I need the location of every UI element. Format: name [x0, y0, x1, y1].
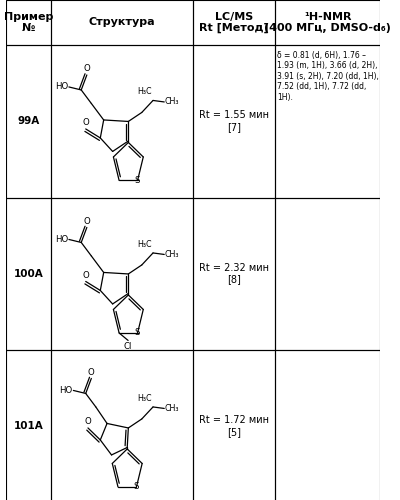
Text: δ = 0.81 (d, 6H), 1.76 –
1.93 (m, 1H), 3.66 (d, 2H),
3.91 (s, 2H), 7.20 (dd, 1H): δ = 0.81 (d, 6H), 1.76 – 1.93 (m, 1H), 3… [277, 51, 379, 102]
Text: Пример
№: Пример № [4, 12, 53, 34]
Text: CH₃: CH₃ [165, 98, 180, 106]
Bar [51, 198, 193, 350]
Bar [6, 45, 51, 198]
Bar [275, 45, 380, 198]
Text: LC/MS
Rt [Метод]: LC/MS Rt [Метод] [199, 12, 269, 34]
Bar [275, 0, 380, 45]
Text: H₃C: H₃C [137, 88, 152, 96]
Bar [51, 45, 193, 198]
Text: HO: HO [55, 235, 68, 244]
Text: O: O [82, 271, 89, 280]
Text: O: O [88, 368, 95, 377]
Text: H₃C: H₃C [137, 394, 152, 403]
Text: S: S [134, 482, 139, 492]
Bar [51, 0, 193, 45]
Text: O: O [84, 418, 91, 426]
Bar [6, 198, 51, 350]
Text: HO: HO [55, 82, 68, 92]
Bar [193, 0, 275, 45]
Text: Структура: Структура [89, 18, 155, 28]
Text: 100A: 100A [14, 269, 43, 279]
Text: Cl: Cl [124, 342, 132, 351]
Text: Rt = 1.72 мин
[5]: Rt = 1.72 мин [5] [199, 416, 269, 437]
Bar [193, 198, 275, 350]
Bar [193, 350, 275, 500]
Bar [51, 350, 193, 500]
Text: 99A: 99A [17, 116, 40, 126]
Text: CH₃: CH₃ [165, 250, 180, 259]
Text: O: O [84, 217, 90, 226]
Text: ¹H-NMR
(400 МГц, DMSO-d₆): ¹H-NMR (400 МГц, DMSO-d₆) [264, 12, 391, 34]
Text: O: O [82, 118, 89, 128]
Bar [6, 0, 51, 45]
Text: CH₃: CH₃ [165, 404, 180, 413]
Text: S: S [135, 328, 140, 338]
Text: S: S [135, 176, 140, 185]
Text: Rt = 1.55 мин
[7]: Rt = 1.55 мин [7] [199, 110, 269, 132]
Text: H₃C: H₃C [137, 240, 152, 249]
Bar [275, 198, 380, 350]
Bar [275, 350, 380, 500]
Text: 101A: 101A [14, 421, 43, 431]
Bar [193, 45, 275, 198]
Text: O: O [84, 64, 90, 74]
Text: HO: HO [59, 386, 73, 395]
Bar [6, 350, 51, 500]
Text: Rt = 2.32 мин
[8]: Rt = 2.32 мин [8] [199, 263, 269, 284]
